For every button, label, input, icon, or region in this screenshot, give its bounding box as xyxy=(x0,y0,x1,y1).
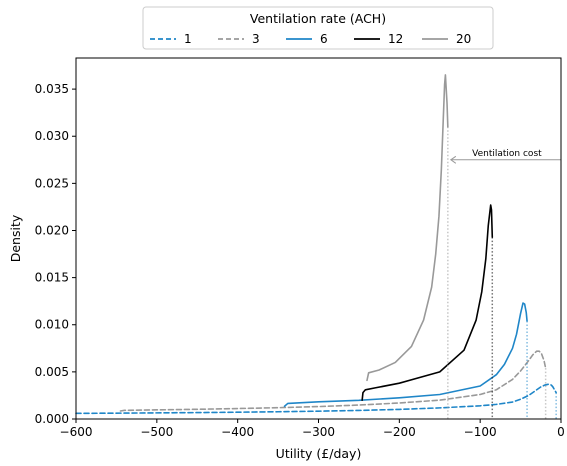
y-axis: 0.000 0.005 0.010 0.015 0.020 0.025 0.030 0.035 xyxy=(35,82,76,426)
y-tick-label: 0.015 xyxy=(35,271,69,285)
x-tick-label: −600 xyxy=(60,425,93,439)
series-line-1 xyxy=(75,383,557,415)
y-tick-label: 0.020 xyxy=(35,223,69,237)
x-axis-label: Utility (£/day) xyxy=(276,446,362,461)
annotation: Ventilation cost xyxy=(449,149,561,164)
series-line-20 xyxy=(366,74,449,382)
plot-area: Ventilation cost xyxy=(75,57,562,420)
legend-label-12: 12 xyxy=(388,32,403,46)
y-tick-label: 0.035 xyxy=(35,82,69,96)
x-tick-label: −500 xyxy=(140,425,173,439)
series-layer xyxy=(75,74,557,415)
plot-frame xyxy=(75,57,562,420)
x-tick-label: −300 xyxy=(302,425,335,439)
x-tick-label: −400 xyxy=(221,425,254,439)
legend-entries: 1 3 6 12 20 xyxy=(150,32,471,46)
y-tick-label: 0.010 xyxy=(35,318,69,332)
legend-title: Ventilation rate (ACH) xyxy=(250,11,386,26)
ventilation-cost-label: Ventilation cost xyxy=(472,149,542,159)
legend-label-3: 3 xyxy=(252,32,260,46)
x-tick-label: −100 xyxy=(464,425,497,439)
legend-label-20: 20 xyxy=(456,32,471,46)
series-line-12 xyxy=(361,204,494,401)
series-line-6 xyxy=(283,302,528,408)
y-axis-label: Density xyxy=(8,214,23,262)
x-tick-label: −200 xyxy=(383,425,416,439)
y-tick-label: 0.000 xyxy=(35,412,69,426)
y-tick-label: 0.030 xyxy=(35,129,69,143)
peak-markers xyxy=(447,126,557,419)
series-line-3 xyxy=(119,350,547,412)
x-axis: −600 −500 −400 −300 −200 −100 0 xyxy=(60,419,565,439)
y-tick-label: 0.025 xyxy=(35,176,69,190)
ventilation-cost-arrowhead xyxy=(449,155,457,164)
legend-label-6: 6 xyxy=(320,32,328,46)
y-tick-label: 0.005 xyxy=(35,365,69,379)
x-tick-label: 0 xyxy=(557,425,565,439)
legend-label-1: 1 xyxy=(184,32,192,46)
legend: Ventilation rate (ACH) 1 3 6 12 20 xyxy=(142,6,494,50)
